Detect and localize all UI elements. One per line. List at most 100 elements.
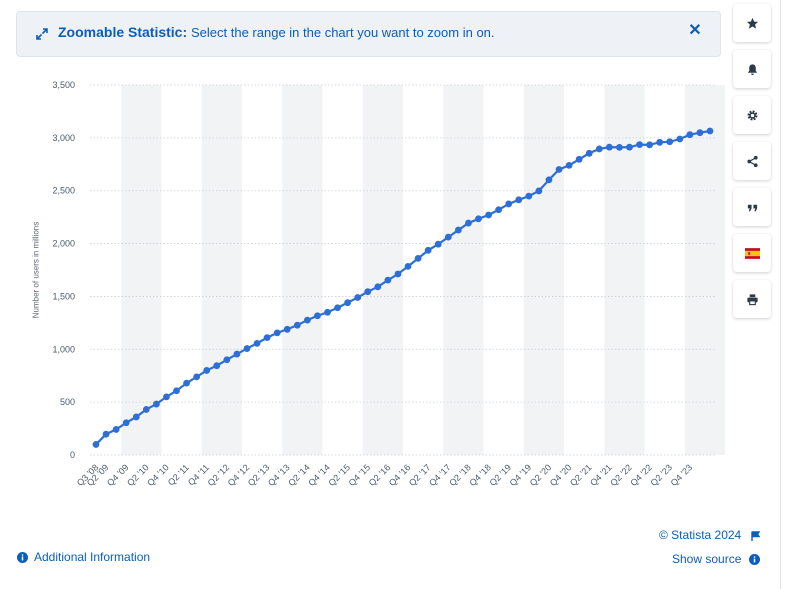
x-tick-label: Q4 '14 — [306, 462, 332, 488]
data-point — [233, 350, 241, 358]
data-point — [122, 419, 130, 427]
data-point — [243, 345, 251, 352]
data-point — [515, 196, 523, 204]
quote-icon — [747, 204, 757, 211]
x-tick-label: Q2 '11 — [166, 462, 191, 487]
x-tick-label: Q2 '19 — [487, 462, 513, 488]
data-point — [686, 131, 694, 139]
x-tick-label: Q2 '22 — [608, 462, 634, 488]
data-point — [152, 400, 160, 408]
language-button[interactable] — [733, 234, 771, 272]
data-point — [303, 316, 311, 324]
y-tick-label: 1,000 — [52, 344, 75, 354]
settings-button[interactable] — [733, 96, 771, 134]
x-tick-label: Q2 '12 — [206, 462, 232, 488]
y-tick-label: 500 — [60, 397, 75, 407]
show-source-label: Show source — [672, 552, 742, 566]
y-axis-label: Number of users in millions — [31, 221, 41, 319]
data-point — [605, 143, 613, 151]
bell-icon — [747, 63, 757, 75]
data-point — [424, 246, 432, 254]
info-icon — [749, 553, 761, 565]
star-icon — [746, 17, 758, 29]
data-point — [575, 155, 583, 163]
close-icon[interactable]: ✕ — [688, 22, 702, 39]
data-point — [273, 329, 281, 337]
x-tick-label: Q4 '17 — [427, 462, 453, 488]
x-tick-label: Q2 '21 — [568, 462, 594, 488]
banner-text: Select the range in the chart you want t… — [191, 25, 495, 40]
additional-information-link[interactable]: Additional Information — [17, 550, 150, 564]
data-point — [465, 219, 472, 227]
x-tick-label: Q4 '22 — [628, 462, 654, 488]
x-tick-label: Q4 '09 — [105, 462, 131, 488]
data-point — [253, 339, 261, 347]
x-tick-label: Q4 '20 — [548, 462, 574, 488]
data-point — [223, 356, 231, 364]
x-tick-label: Q2 '17 — [407, 462, 433, 488]
data-point — [414, 254, 422, 262]
background-band — [121, 85, 162, 455]
data-point — [142, 406, 150, 413]
data-point — [344, 299, 352, 307]
print-button[interactable] — [733, 280, 771, 318]
background-band — [362, 85, 403, 455]
show-source-link[interactable]: Show source — [672, 552, 761, 566]
data-point — [626, 143, 633, 151]
copyright-credit[interactable]: © Statista 2024 — [659, 528, 742, 542]
data-point — [324, 308, 331, 316]
x-tick-label: Q2 '13 — [246, 462, 272, 488]
x-tick-label: Q4 '16 — [387, 462, 413, 488]
data-point — [585, 149, 593, 157]
share-button[interactable] — [733, 142, 771, 180]
notification-button[interactable] — [733, 50, 771, 88]
x-tick-label: Q4 '23 — [669, 462, 695, 488]
cite-button[interactable] — [733, 188, 771, 226]
spain-flag-icon — [744, 247, 760, 259]
data-point — [454, 226, 462, 234]
data-point — [545, 176, 553, 184]
data-point — [616, 143, 623, 151]
y-tick-label: 2,500 — [52, 186, 75, 196]
data-point — [555, 166, 563, 173]
data-point — [314, 312, 321, 320]
x-tick-label: Q2 '16 — [367, 462, 393, 488]
info-icon — [17, 551, 28, 563]
share-icon — [746, 155, 758, 167]
background-band — [443, 85, 484, 455]
data-point — [263, 334, 271, 342]
data-point — [173, 387, 180, 395]
data-point — [444, 233, 452, 241]
favorite-button[interactable] — [733, 4, 771, 42]
data-point — [364, 288, 372, 296]
panel-divider — [780, 0, 781, 589]
data-point — [183, 379, 190, 387]
data-point — [384, 276, 392, 284]
data-point — [485, 211, 492, 219]
data-point — [374, 283, 382, 291]
data-point — [495, 206, 503, 214]
background-band — [604, 85, 645, 455]
y-tick-label: 0 — [70, 450, 75, 460]
x-tick-label: Q4 '13 — [266, 462, 292, 488]
background-band — [684, 85, 726, 455]
data-point — [676, 135, 684, 143]
data-point — [636, 141, 643, 149]
data-point — [475, 215, 482, 223]
x-tick-label: Q4 '18 — [467, 462, 493, 488]
data-point — [666, 138, 674, 146]
expand-icon — [36, 28, 48, 40]
data-point — [535, 187, 543, 195]
zoom-banner: Zoomable Statistic: Select the range in … — [16, 11, 721, 57]
data-point — [354, 294, 362, 301]
data-point — [102, 430, 110, 438]
x-tick-label: Q4 '12 — [226, 462, 252, 488]
flag-icon[interactable] — [751, 531, 760, 541]
y-tick-label: 3,000 — [52, 133, 75, 143]
data-point — [434, 240, 442, 248]
data-point — [706, 127, 714, 135]
x-tick-label: Q2 '20 — [528, 462, 554, 488]
data-point — [213, 362, 221, 370]
data-point — [646, 141, 654, 149]
